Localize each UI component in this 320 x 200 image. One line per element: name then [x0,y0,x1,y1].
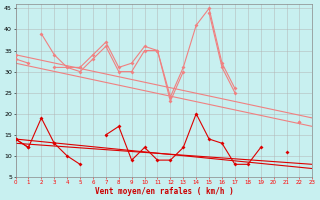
X-axis label: Vent moyen/en rafales ( km/h ): Vent moyen/en rafales ( km/h ) [94,187,233,196]
